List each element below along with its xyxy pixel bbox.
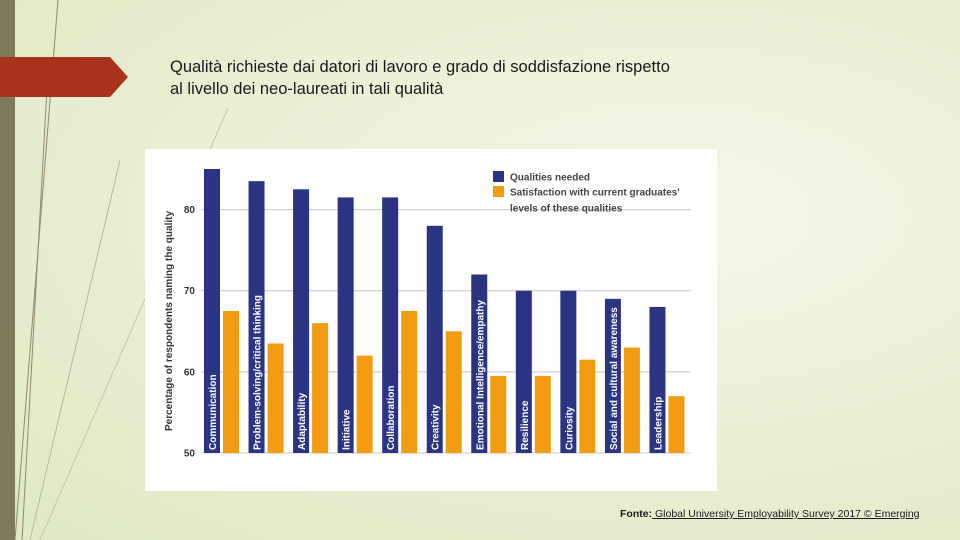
category-label-6: Emotional Intelligence/empathy	[475, 300, 486, 450]
left-side-bar	[0, 0, 15, 540]
bar-satisfaction-6	[490, 375, 507, 453]
legend-swatch-satisfaction	[493, 186, 504, 197]
legend-label-qualities-needed: Qualities needed	[510, 173, 590, 184]
bar-qualities-needed-9	[604, 298, 621, 453]
red-arrow-tab	[0, 57, 128, 97]
bar-chart: 50 60 70 80 Percentage of respondents naming…	[164, 169, 691, 460]
category-label-2: Adaptability	[297, 392, 308, 450]
y-tick-label-60: 60	[184, 367, 196, 378]
bar-satisfaction-9	[623, 347, 640, 453]
category-label-9: Social and cultural awareness	[609, 307, 620, 450]
bar-satisfaction-4	[401, 311, 418, 453]
category-label-8: Curiosity	[564, 406, 575, 450]
bar-satisfaction-2	[312, 323, 329, 453]
legend-label-satisfaction: Satisfaction with current graduates' leve…	[510, 188, 680, 215]
bar-qualities-needed-3	[337, 197, 354, 453]
bar-qualities-needed-10	[649, 306, 666, 453]
category-label-4: Collaboration	[386, 386, 397, 450]
bar-qualities-needed-0	[204, 169, 220, 453]
bar-satisfaction-3	[356, 355, 373, 453]
legend-swatch-qualities-needed	[493, 171, 504, 182]
source-label: Fonte:	[620, 508, 653, 520]
y-tick-label-50: 50	[184, 449, 196, 460]
category-label-10: Leadership	[653, 397, 664, 450]
y-tick-label-70: 70	[184, 286, 196, 297]
chart-panel: 50 60 70 80 Percentage of respondents naming…	[145, 149, 717, 491]
slide-title: Qualità richieste dai datori di lavoro e…	[170, 56, 810, 100]
bar-qualities-needed-6	[471, 274, 488, 453]
category-label-5: Creativity	[431, 404, 442, 450]
slide-title-line-1: Qualità richieste dai datori di lavoro e…	[170, 58, 670, 76]
bar-satisfaction-1	[267, 343, 284, 453]
bar-qualities-needed-1	[248, 181, 265, 453]
category-label-7: Resilience	[520, 400, 531, 450]
y-axis-label: Percentage of respondents naming the qua…	[164, 211, 175, 431]
source-note: Fonte: Global University Employability S…	[620, 508, 950, 521]
bar-qualities-needed-5	[426, 225, 443, 453]
bar-satisfaction-0	[223, 311, 239, 453]
bar-satisfaction-5	[445, 331, 462, 453]
y-tick-label-80: 80	[184, 205, 196, 216]
bar-qualities-needed-4	[382, 197, 399, 453]
bar-qualities-needed-7	[515, 290, 532, 453]
bar-qualities-needed-2	[293, 189, 310, 453]
bar-satisfaction-10	[668, 396, 685, 453]
bar-qualities-needed-8	[560, 290, 577, 453]
source-link[interactable]: Global University Employability Survey 2…	[652, 508, 920, 520]
category-label-1: Problem-solving/critical thinking	[253, 295, 264, 450]
bar-satisfaction-8	[579, 359, 596, 453]
slide-title-line-2: al livello dei neo-laureati in tali qual…	[170, 80, 444, 98]
bar-satisfaction-7	[534, 375, 551, 453]
category-label-3: Initiative	[342, 409, 353, 450]
category-label-0: Communication	[208, 374, 219, 450]
